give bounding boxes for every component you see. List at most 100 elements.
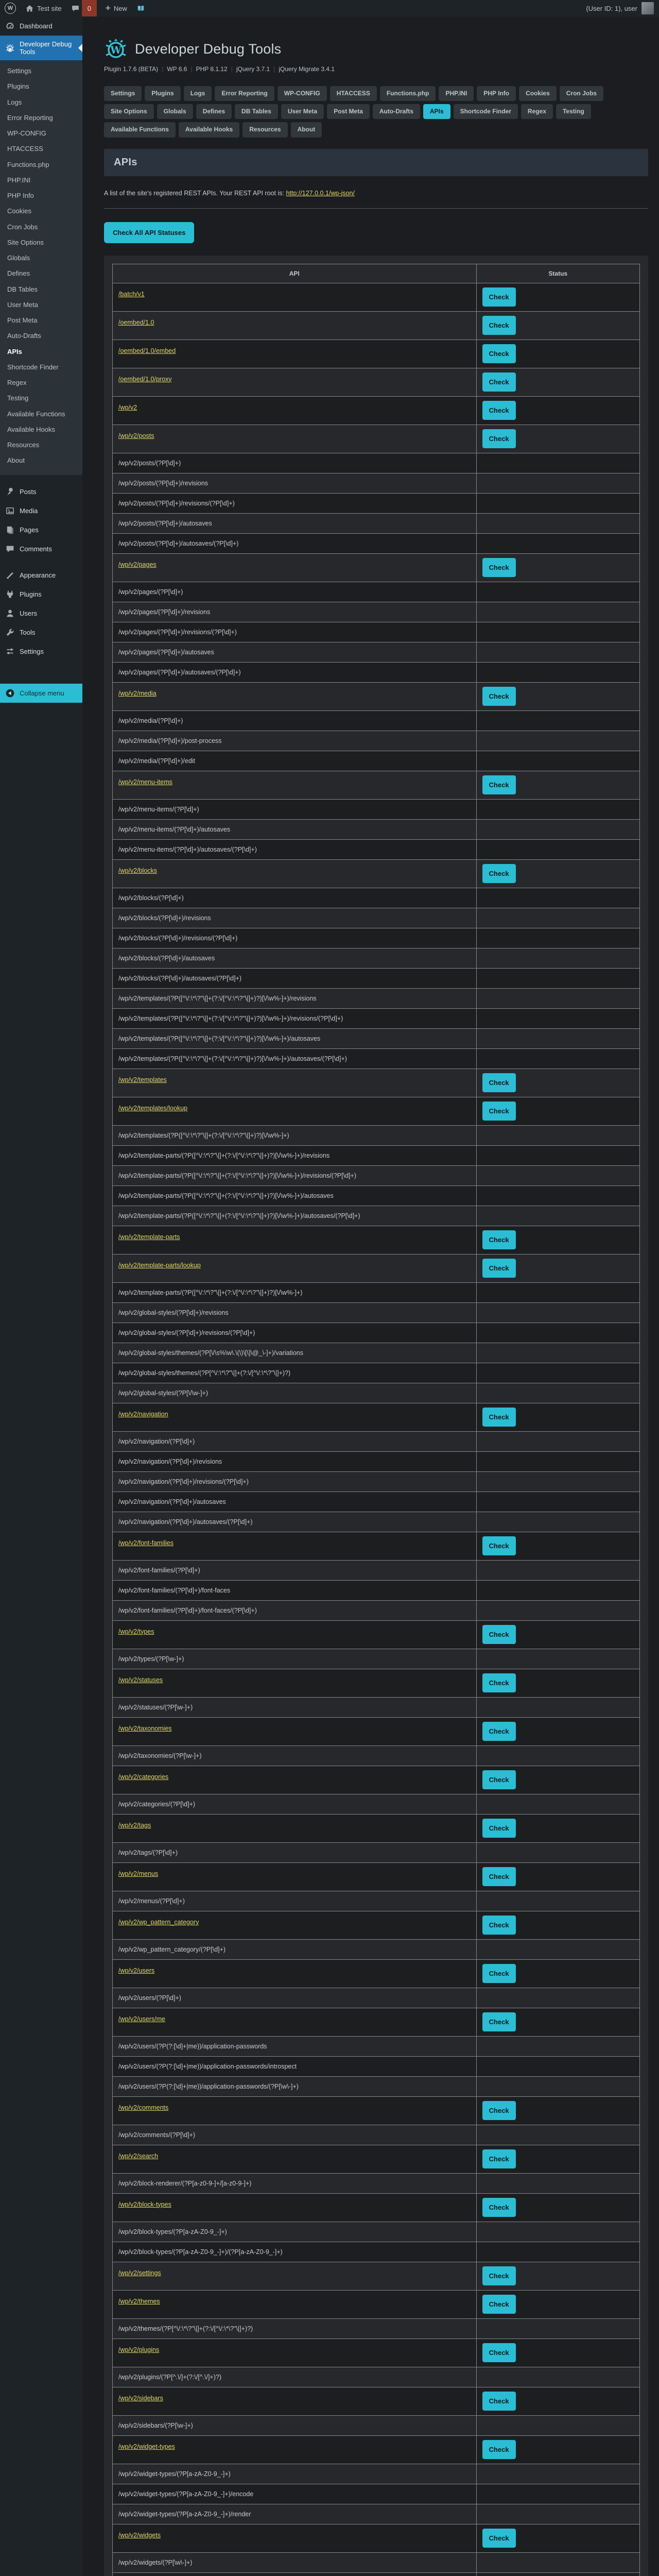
check-button[interactable]: Check xyxy=(482,1408,516,1427)
check-button[interactable]: Check xyxy=(482,558,516,578)
submenu-item-about[interactable]: About xyxy=(7,456,25,465)
api-route-link[interactable]: /wp/v2/categories xyxy=(118,1773,169,1781)
submenu-item-htaccess[interactable]: HTACCESS xyxy=(7,145,43,153)
submenu-item-defines[interactable]: Defines xyxy=(7,269,30,278)
submenu-item-available-functions[interactable]: Available Functions xyxy=(7,410,65,418)
api-route-link[interactable]: /oembed/1.0/proxy xyxy=(118,375,172,383)
new-content-menu[interactable]: + New xyxy=(101,0,132,16)
check-button[interactable]: Check xyxy=(482,1916,516,1935)
comments-menu[interactable] xyxy=(66,0,82,16)
tab-resources[interactable]: Resources xyxy=(242,122,288,138)
tab-logs[interactable]: Logs xyxy=(183,86,212,101)
check-button[interactable]: Check xyxy=(482,2529,516,2548)
check-button[interactable]: Check xyxy=(482,2012,516,2032)
check-button[interactable]: Check xyxy=(482,687,516,706)
collapse-menu-button[interactable]: Collapse menu xyxy=(0,683,82,703)
tab-functions-php[interactable]: Functions.php xyxy=(379,86,436,101)
submenu-item-wp-config[interactable]: WP-CONFIG xyxy=(7,129,46,137)
sidebar-item-pages[interactable]: Pages xyxy=(0,520,82,539)
tab-auto-drafts[interactable]: Auto-Drafts xyxy=(372,104,420,120)
api-route-link[interactable]: /wp/v2/statuses xyxy=(118,1676,163,1684)
tab-apis[interactable]: APIs xyxy=(423,104,450,120)
check-button[interactable]: Check xyxy=(482,1230,516,1250)
check-button[interactable]: Check xyxy=(482,2149,516,2169)
tab-htaccess[interactable]: HTACCESS xyxy=(330,86,377,101)
wordpress-logo-menu[interactable]: W xyxy=(0,0,21,16)
api-route-link[interactable]: /wp/v2/template-parts/lookup xyxy=(118,1261,201,1269)
sidebar-item-comments[interactable]: Comments xyxy=(0,539,82,558)
api-route-link[interactable]: /wp/v2/block-types xyxy=(118,2200,171,2208)
check-button[interactable]: Check xyxy=(482,1073,516,1093)
site-name-menu[interactable]: Test site xyxy=(21,0,66,16)
api-route-link[interactable]: /oembed/1.0/embed xyxy=(118,347,176,354)
submenu-item-post-meta[interactable]: Post Meta xyxy=(7,316,38,324)
api-route-link[interactable]: /wp/v2/posts xyxy=(118,432,154,439)
submenu-item-shortcode-finder[interactable]: Shortcode Finder xyxy=(7,363,59,371)
tab-db-tables[interactable]: DB Tables xyxy=(235,104,278,120)
check-button[interactable]: Check xyxy=(482,1673,516,1693)
api-route-link[interactable]: /wp/v2/themes xyxy=(118,2297,160,2305)
check-button[interactable]: Check xyxy=(482,1770,516,1790)
submenu-item-cookies[interactable]: Cookies xyxy=(7,207,31,215)
check-button[interactable]: Check xyxy=(482,1536,516,1556)
sidebar-item-posts[interactable]: Posts xyxy=(0,482,82,501)
sidebar-item-developer-debug-tools[interactable]: Developer Debug Tools xyxy=(0,36,82,60)
tab-globals[interactable]: Globals xyxy=(157,104,193,120)
check-button[interactable]: Check xyxy=(482,864,516,884)
api-route-link[interactable]: /wp/v2/settings xyxy=(118,2269,161,2277)
submenu-item-site-options[interactable]: Site Options xyxy=(7,238,44,246)
api-route-link[interactable]: /wp/v2/font-families xyxy=(118,1539,174,1547)
submenu-item-regex[interactable]: Regex xyxy=(7,379,27,386)
check-button[interactable]: Check xyxy=(482,1101,516,1121)
api-route-link[interactable]: /wp/v2/sidebars xyxy=(118,2394,163,2402)
api-route-link[interactable]: /wp/v2/pages xyxy=(118,561,157,568)
api-route-link[interactable]: /wp/v2/comments xyxy=(118,2104,169,2111)
check-button[interactable]: Check xyxy=(482,2392,516,2411)
check-button[interactable]: Check xyxy=(482,287,516,307)
check-button[interactable]: Check xyxy=(482,1867,516,1887)
api-route-link[interactable]: /wp/v2/menus xyxy=(118,1870,159,1877)
submenu-item-testing[interactable]: Testing xyxy=(7,394,29,402)
check-button[interactable]: Check xyxy=(482,2266,516,2286)
api-route-link[interactable]: /wp/v2/wp_pattern_category xyxy=(118,1918,199,1926)
check-button[interactable]: Check xyxy=(482,316,516,335)
submenu-item-functions-php[interactable]: Functions.php xyxy=(7,160,49,168)
check-button[interactable]: Check xyxy=(482,344,516,364)
api-route-link[interactable]: /wp/v2/users/me xyxy=(118,2015,166,2023)
check-button[interactable]: Check xyxy=(482,429,516,449)
tab-defines[interactable]: Defines xyxy=(196,104,232,120)
check-button[interactable]: Check xyxy=(482,401,516,420)
submenu-item-cron-jobs[interactable]: Cron Jobs xyxy=(7,223,38,231)
sidebar-item-dashboard[interactable]: Dashboard xyxy=(0,16,82,36)
tab-available-functions[interactable]: Available Functions xyxy=(104,122,176,138)
api-route-link[interactable]: /wp/v2/taxonomies xyxy=(118,1724,172,1732)
submenu-item-php-ini[interactable]: PHP.INI xyxy=(7,176,31,184)
check-button[interactable]: Check xyxy=(482,372,516,392)
rest-root-link[interactable]: http://127.0.0.1/wp-json/ xyxy=(286,189,355,197)
check-button[interactable]: Check xyxy=(482,1625,516,1645)
api-route-link[interactable]: /batch/v1 xyxy=(118,290,145,298)
api-route-link[interactable]: /wp/v2/templates xyxy=(118,1076,167,1083)
api-route-link[interactable]: /wp/v2/blocks xyxy=(118,867,158,874)
api-route-link[interactable]: /wp/v2/widgets xyxy=(118,2531,161,2539)
api-route-link[interactable]: /wp/v2/menu-items xyxy=(118,778,172,786)
submenu-item-user-meta[interactable]: User Meta xyxy=(7,300,38,309)
check-button[interactable]: Check xyxy=(482,2343,516,2363)
submenu-item-available-hooks[interactable]: Available Hooks xyxy=(7,425,55,433)
api-route-link[interactable]: /wp/v2/templates/lookup xyxy=(118,1104,188,1112)
submenu-item-php-info[interactable]: PHP Info xyxy=(7,192,34,199)
tab-testing[interactable]: Testing xyxy=(556,104,591,120)
api-route-link[interactable]: /wp/v2 xyxy=(118,403,137,411)
tab-user-meta[interactable]: User Meta xyxy=(281,104,324,120)
submenu-item-plugins[interactable]: Plugins xyxy=(7,82,29,91)
api-route-link[interactable]: /oembed/1.0 xyxy=(118,318,154,326)
submenu-item-resources[interactable]: Resources xyxy=(7,441,40,449)
api-route-link[interactable]: /wp/v2/plugins xyxy=(118,2346,160,2353)
check-button[interactable]: Check xyxy=(482,2440,516,2460)
api-route-link[interactable]: /wp/v2/template-parts xyxy=(118,1233,180,1241)
submenu-item-db-tables[interactable]: DB Tables xyxy=(7,285,38,293)
tab-error-reporting[interactable]: Error Reporting xyxy=(215,86,274,101)
check-button[interactable]: Check xyxy=(482,1964,516,1984)
sidebar-item-plugins[interactable]: Plugins xyxy=(0,585,82,604)
submenu-item-logs[interactable]: Logs xyxy=(7,98,22,106)
